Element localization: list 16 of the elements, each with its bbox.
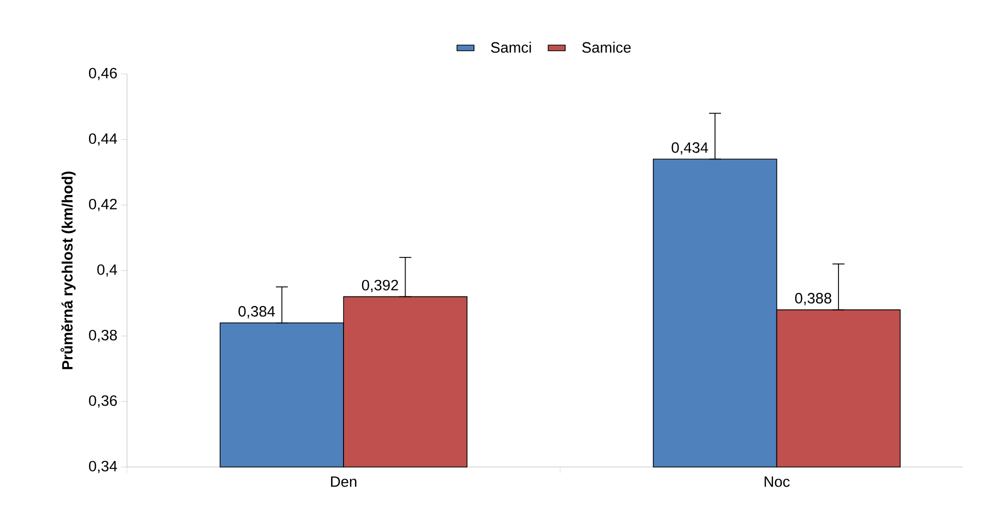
y-tick-label: 0,42	[88, 198, 117, 212]
x-tick-label: Den	[331, 476, 356, 487]
y-tick-label: 0,4	[97, 264, 118, 277]
x-tick-label: Noc	[764, 476, 790, 487]
data-label: 0,392	[362, 280, 398, 292]
y-tick-label: 0,36	[88, 395, 117, 408]
y-axis-title: Průměrná rychlost (km/hod)	[60, 172, 76, 370]
data-label: 0,384	[238, 306, 275, 318]
y-tick-label: 0,34	[88, 460, 118, 474]
data-label: 0,388	[795, 292, 832, 306]
y-tick-label: 0,46	[88, 68, 117, 80]
legend-label: Samice	[582, 42, 631, 53]
y-tick-label: 0,38	[88, 330, 117, 342]
data-label: 0,434	[672, 142, 708, 155]
legend-label: Samci	[491, 42, 531, 53]
y-tick-label: 0,44	[88, 133, 118, 146]
